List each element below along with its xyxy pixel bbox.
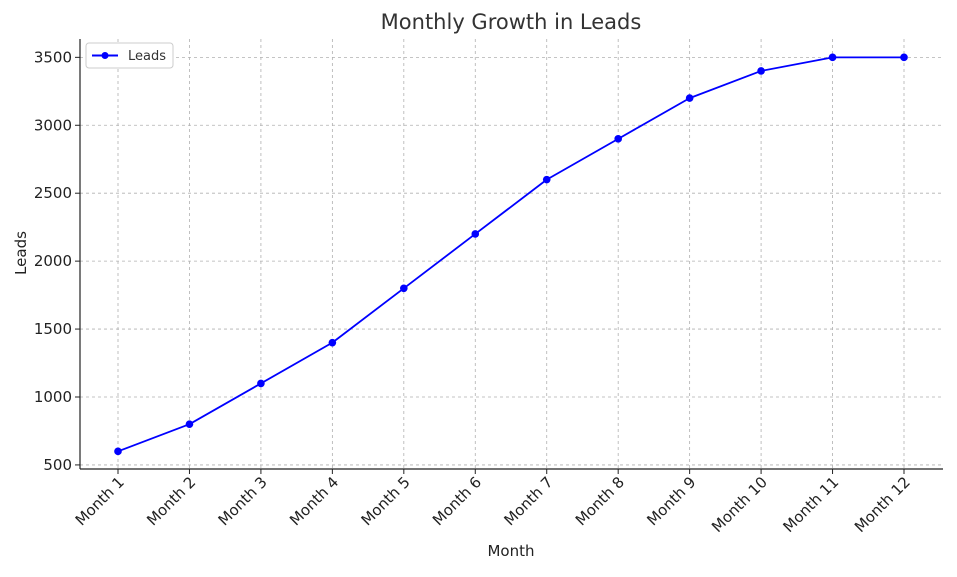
- y-tick-label: 2000: [34, 252, 72, 270]
- data-point: [614, 135, 622, 143]
- legend-label: Leads: [128, 49, 166, 64]
- y-axis-label: Leads: [12, 231, 30, 275]
- data-point: [685, 94, 694, 102]
- y-tick-label: 3500: [34, 48, 72, 66]
- legend-box: [85, 42, 174, 69]
- y-tick-label: 500: [43, 456, 72, 474]
- chart-title: Monthly Growth in Leads: [381, 10, 642, 34]
- legend: Leads: [85, 42, 174, 69]
- y-tick-label: 2500: [34, 184, 72, 202]
- y-tick-label: 1000: [34, 388, 72, 406]
- data-point: [257, 379, 265, 388]
- data-point: [757, 67, 765, 75]
- series-layer: [114, 53, 908, 456]
- data-point: [471, 230, 480, 238]
- y-tick-label: 3000: [34, 116, 72, 134]
- legend-marker: [101, 52, 109, 59]
- x-axis-label: Month: [487, 542, 534, 560]
- data-point: [828, 53, 837, 62]
- data-point: [900, 53, 908, 62]
- data-point: [400, 284, 408, 293]
- data-point: [328, 338, 337, 347]
- series-line: [117, 56, 904, 453]
- data-point: [114, 447, 122, 456]
- data-point: [185, 420, 194, 428]
- data-point: [542, 175, 551, 184]
- y-tick-label: 1500: [34, 320, 72, 338]
